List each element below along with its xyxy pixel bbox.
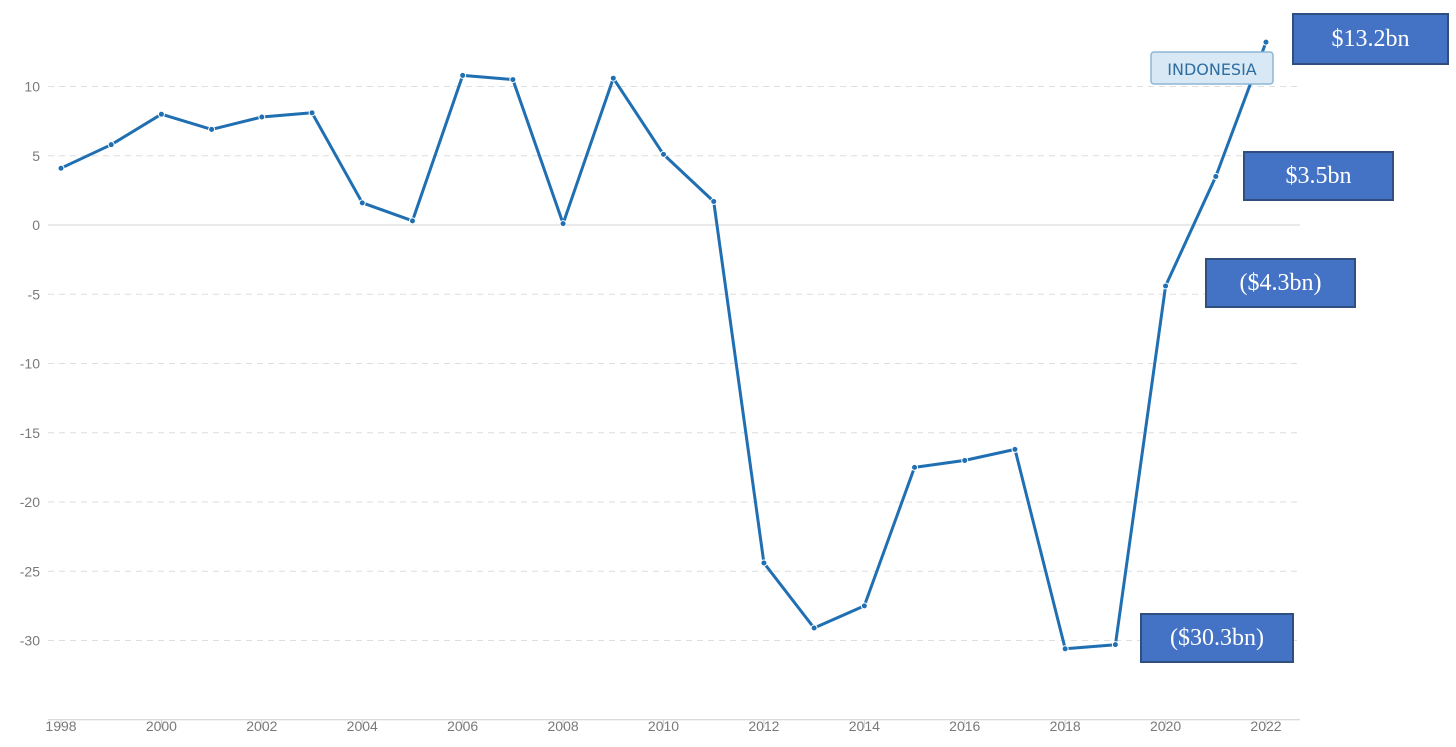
x-tick-label: 2000 — [146, 718, 177, 734]
callout-2021: $3.5bn — [1243, 151, 1394, 201]
x-tick-label: 2004 — [347, 718, 378, 734]
grid-lines — [48, 86, 1300, 641]
data-point-2016 — [961, 456, 969, 464]
callout-2019: ($30.3bn) — [1140, 613, 1294, 663]
data-point-1999 — [107, 141, 115, 149]
x-tick-label: 1998 — [45, 718, 76, 734]
data-point-2008 — [559, 220, 567, 228]
data-point-2015 — [911, 463, 919, 471]
y-tick-label: 10 — [24, 79, 40, 95]
data-point-2009 — [609, 74, 617, 82]
x-tick-label: 2022 — [1250, 718, 1281, 734]
data-point-2005 — [408, 217, 416, 225]
y-tick-label: -15 — [20, 425, 40, 441]
callout-2022: $13.2bn — [1292, 13, 1449, 65]
x-tick-label: 2020 — [1150, 718, 1181, 734]
x-tick-label: 2012 — [748, 718, 779, 734]
x-tick-label: 2010 — [648, 718, 679, 734]
data-point-2021 — [1212, 173, 1220, 181]
data-point-2013 — [810, 624, 818, 632]
series-line — [59, 40, 1268, 651]
data-point-2011 — [710, 197, 718, 205]
series-label: INDONESIA — [1150, 51, 1274, 85]
series-label-text: INDONESIA — [1167, 60, 1257, 79]
data-point-2003 — [308, 109, 316, 117]
data-point-1998 — [57, 164, 65, 172]
data-point-2007 — [509, 76, 517, 84]
x-tick-label: 2006 — [447, 718, 478, 734]
data-point-2010 — [660, 150, 667, 158]
data-point-2020 — [1162, 282, 1170, 290]
y-tick-label: -30 — [20, 633, 40, 649]
x-tick-label: 2018 — [1050, 718, 1081, 734]
data-point-2017 — [1011, 445, 1019, 453]
data-point-2001 — [208, 125, 216, 133]
x-tick-label: 2016 — [949, 718, 980, 734]
data-point-2018 — [1061, 645, 1069, 653]
data-point-2006 — [459, 71, 467, 79]
data-point-2000 — [157, 110, 165, 118]
x-tick-label: 2014 — [849, 718, 880, 734]
x-tick-label: 2002 — [246, 718, 277, 734]
y-tick-label: -5 — [28, 286, 41, 302]
series-label-box — [1150, 51, 1274, 85]
y-axis: 10 5 0 -5 -10 -15 -20 -25 -30 — [20, 79, 40, 649]
y-tick-label: -10 — [20, 356, 40, 372]
data-point-2019 — [1111, 641, 1119, 649]
y-tick-label: -20 — [20, 494, 40, 510]
callout-2020: ($4.3bn) — [1205, 258, 1356, 308]
y-tick-label: -25 — [20, 563, 40, 579]
y-tick-label: 5 — [32, 148, 40, 164]
data-point-2012 — [760, 559, 768, 567]
data-point-2002 — [258, 113, 266, 121]
data-point-2022 — [1262, 38, 1270, 46]
data-point-2004 — [358, 199, 366, 207]
y-tick-label: 0 — [32, 217, 40, 233]
x-tick-label: 2008 — [548, 718, 579, 734]
x-axis: 1998 2000 2002 2004 2006 2008 2010 2012 2014 2016… — [45, 718, 1300, 734]
series-indonesia — [57, 38, 1270, 653]
data-point-2014 — [860, 602, 868, 610]
